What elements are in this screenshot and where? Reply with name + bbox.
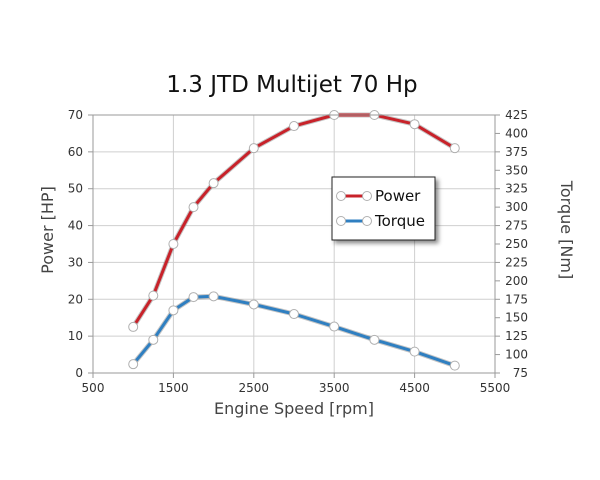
series-torque-point [208,291,219,302]
y-right-tick-label: 350 [505,163,528,177]
legend-swatch-torque-marker-left [336,216,346,226]
y-right-tick-label: 225 [505,255,528,269]
x-tick-label: 1500 [158,381,189,395]
series-torque-point [409,346,420,357]
legend-swatch-power-marker-right [362,191,372,201]
y-right-tick-label: 150 [505,311,528,325]
series-power-point [409,119,420,130]
series-torque-point [148,334,159,345]
legend-label-torque: Torque [374,212,425,230]
legend: Power Torque [331,176,436,241]
series-torque-point [188,292,199,303]
series-torque-point [289,309,299,320]
y-right-tick-label: 325 [505,182,528,196]
y-right-tick-label: 300 [505,200,528,214]
series-power-point [289,121,299,132]
y-left-tick-label: 60 [68,145,83,159]
y-left-tick-label: 50 [68,182,83,196]
y-right-tick-label: 100 [505,348,528,362]
y-right-tick-label: 200 [505,274,528,288]
y-right-tick-label: 250 [505,237,528,251]
y-right-tick-label: 400 [505,126,528,140]
series-power-point [168,239,179,249]
y-left-tick-label: 20 [68,292,83,306]
y-left-tick-label: 70 [68,108,83,122]
x-tick-label: 4500 [399,381,430,395]
y-right-tick-label: 75 [513,366,528,380]
legend-swatch-power-marker-left [336,191,346,201]
series-power-point [128,321,139,332]
legend-label-power: Power [375,187,421,205]
y-left-tick-label: 0 [75,366,83,380]
series-torque [128,291,460,371]
y-right-tick-label: 175 [505,292,528,306]
y-left-tick-label: 30 [68,255,83,269]
series-torque-point [168,305,179,316]
series-power-point [449,143,460,154]
series-power-point [188,202,199,213]
plot-area [92,110,496,374]
x-tick-label: 3500 [319,381,350,395]
series-torque-point [369,334,380,345]
legend-box [331,176,436,241]
x-tick-label: 5500 [480,381,511,395]
y-left-tick-label: 10 [68,329,83,343]
series-torque-point [449,360,460,371]
y-axis-right-label: Torque [Nm] [557,180,576,279]
y-left-tick-label: 40 [68,219,83,233]
legend-swatch-torque-marker-right [362,216,372,226]
plot-background [93,115,495,373]
series-torque-point [329,321,340,332]
legend-item-torque: Torque [336,212,425,230]
x-axis-label: Engine Speed [rpm] [214,399,374,418]
series-torque-point [248,299,259,310]
x-axis-ticks: 500 1500 2500 3500 4500 5500 [82,373,511,395]
chart-title: 1.3 JTD Multijet 70 Hp [166,72,417,98]
series-torque-point [128,359,139,370]
legend-item-power: Power [336,187,421,205]
y-axis-left-label: Power [HP] [38,186,57,274]
y-axis-right-ticks: 75 100 125 150 175 200 225 250 275 300 325 350 375 40… [495,108,528,380]
y-right-tick-label: 425 [505,108,528,122]
series-power-point [208,178,219,189]
series-layer [128,110,460,371]
y-right-tick-label: 375 [505,145,528,159]
y-right-tick-label: 275 [505,219,528,233]
x-tick-label: 2500 [239,381,270,395]
y-right-tick-label: 125 [505,329,528,343]
x-tick-label: 500 [82,381,105,395]
y-axis-left-ticks: 0 10 20 30 40 50 60 70 [68,108,93,380]
series-power-point [248,143,259,154]
series-power-point [148,290,159,301]
